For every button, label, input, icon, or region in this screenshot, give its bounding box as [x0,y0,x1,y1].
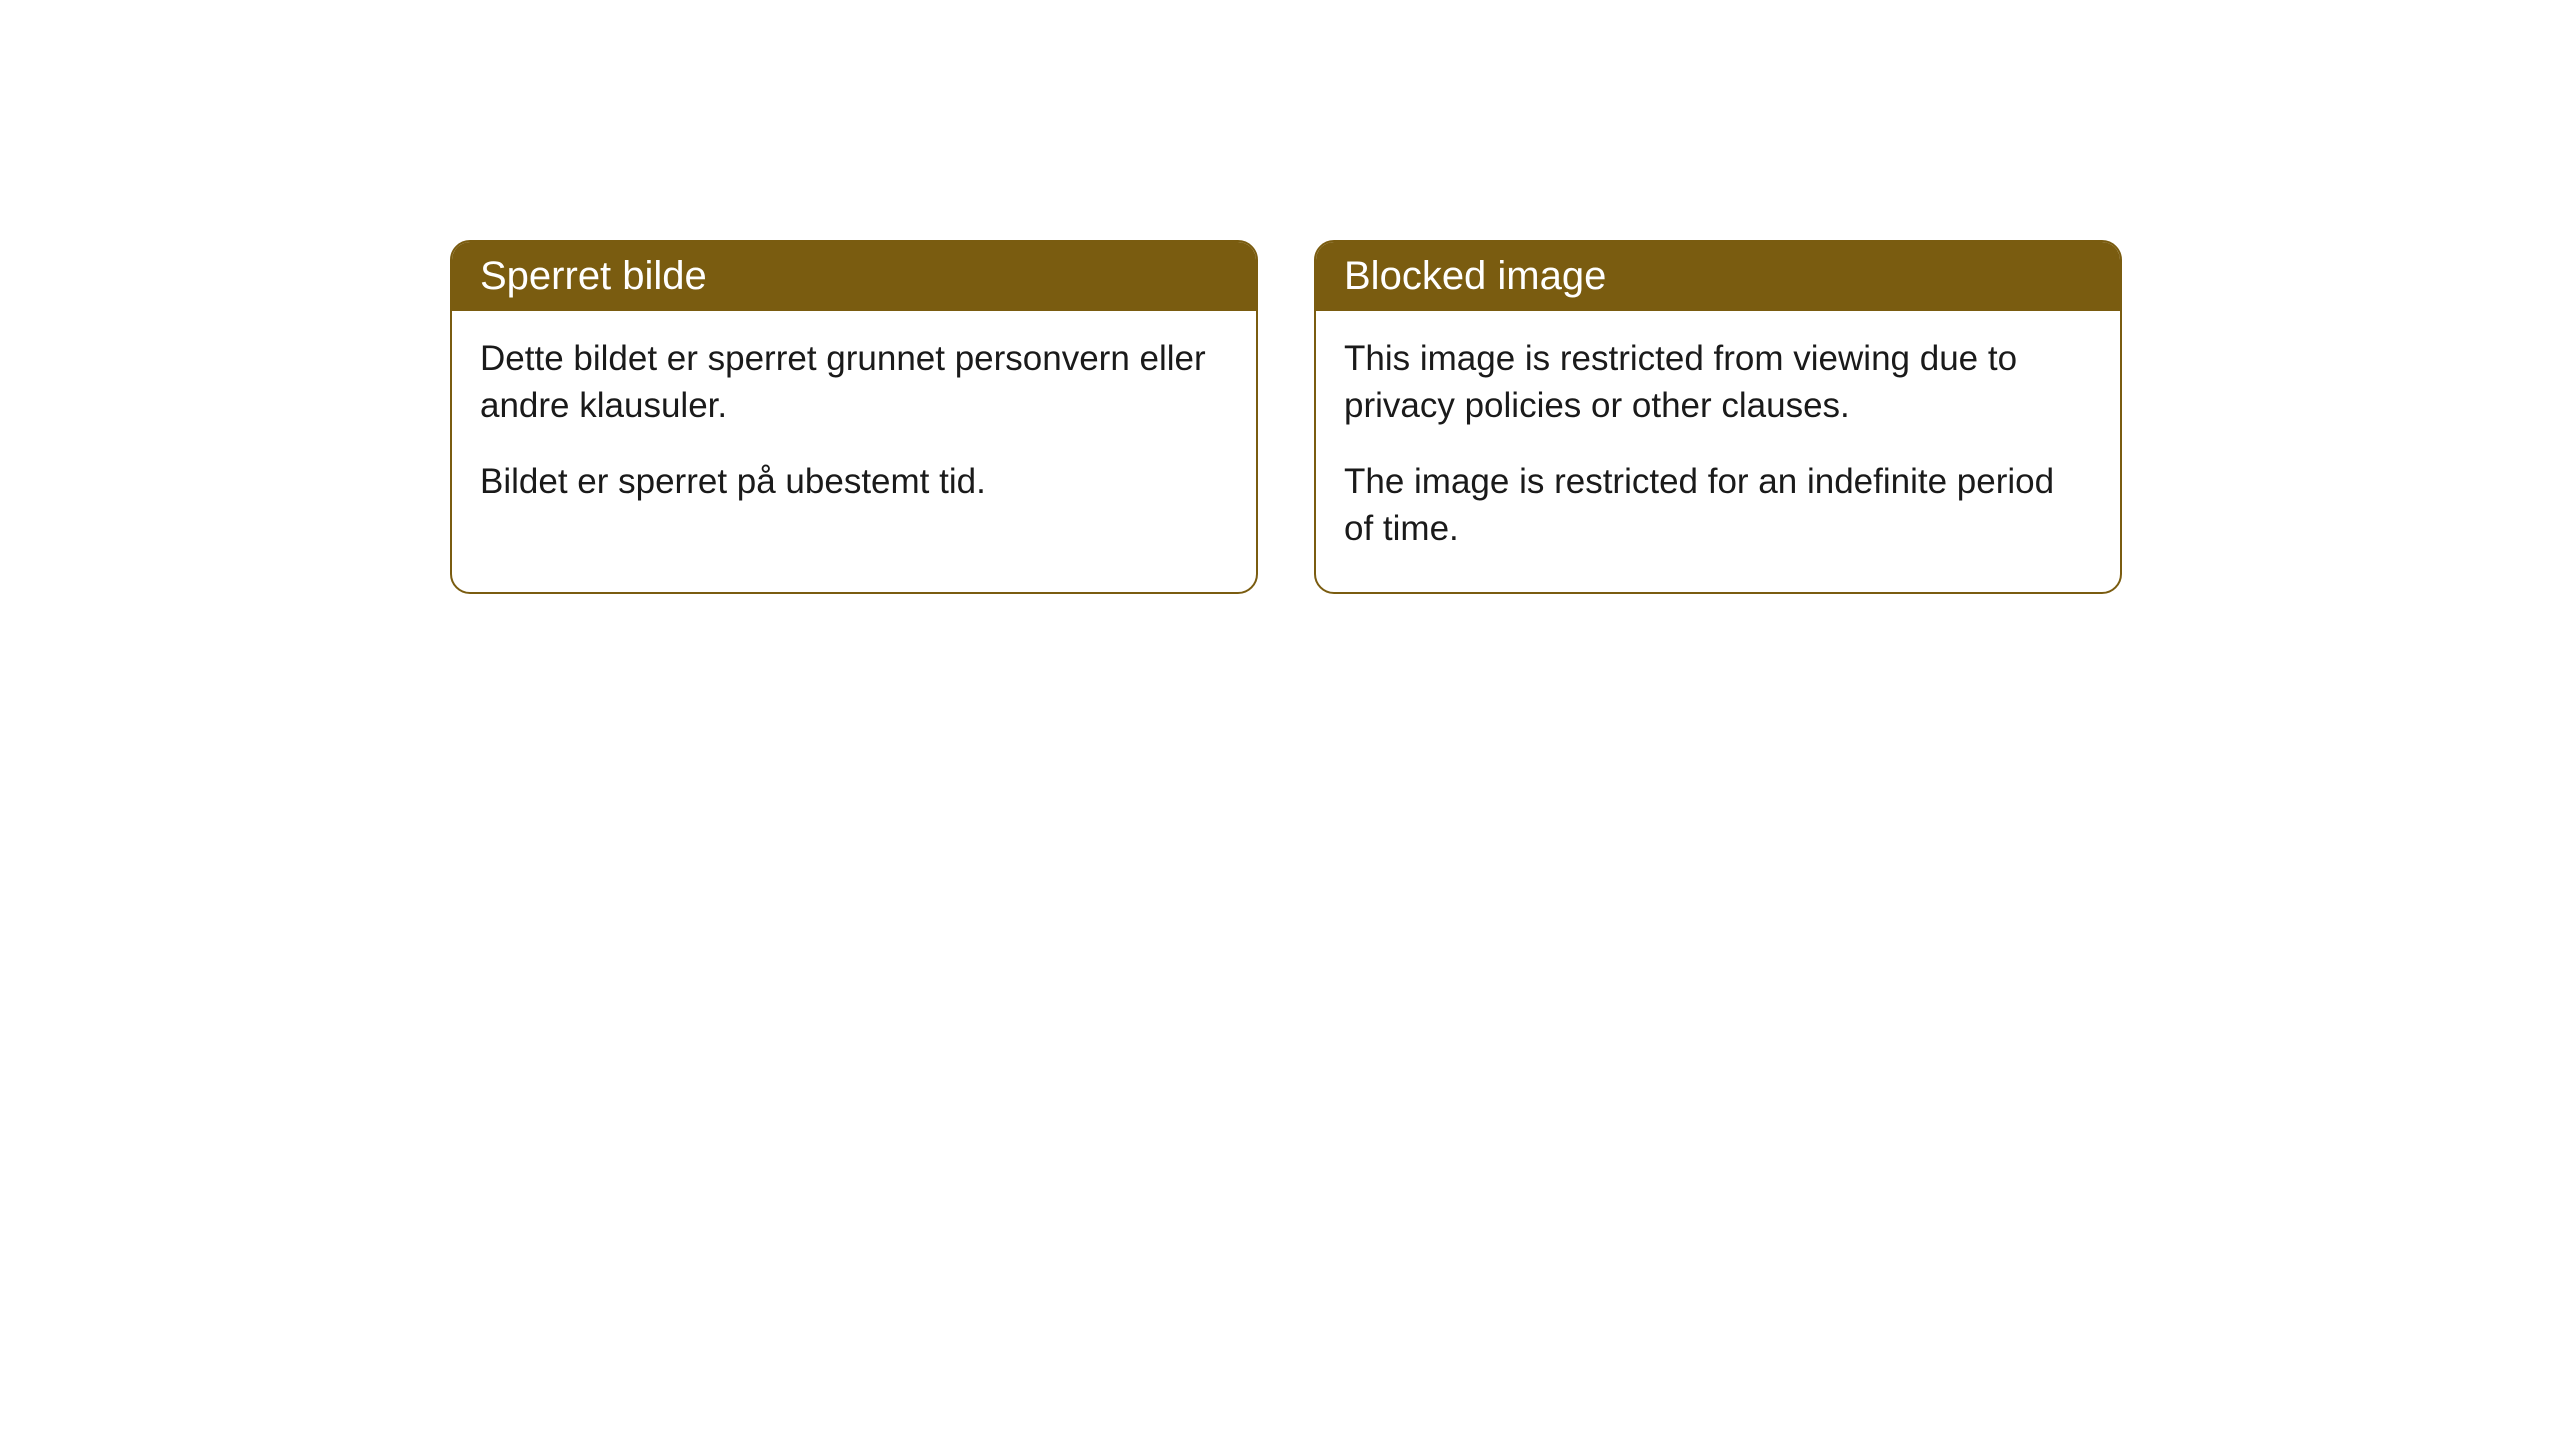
card-paragraph: Bildet er sperret på ubestemt tid. [480,458,1228,505]
card-title: Sperret bilde [480,254,707,298]
notice-card-norwegian: Sperret bilde Dette bildet er sperret gr… [450,240,1258,594]
card-header: Blocked image [1316,242,2120,311]
card-body: This image is restricted from viewing du… [1316,311,2120,592]
card-paragraph: Dette bildet er sperret grunnet personve… [480,335,1228,430]
card-paragraph: The image is restricted for an indefinit… [1344,458,2092,553]
card-title: Blocked image [1344,254,1606,298]
notice-cards-container: Sperret bilde Dette bildet er sperret gr… [450,240,2122,594]
notice-card-english: Blocked image This image is restricted f… [1314,240,2122,594]
card-body: Dette bildet er sperret grunnet personve… [452,311,1256,545]
card-header: Sperret bilde [452,242,1256,311]
card-paragraph: This image is restricted from viewing du… [1344,335,2092,430]
